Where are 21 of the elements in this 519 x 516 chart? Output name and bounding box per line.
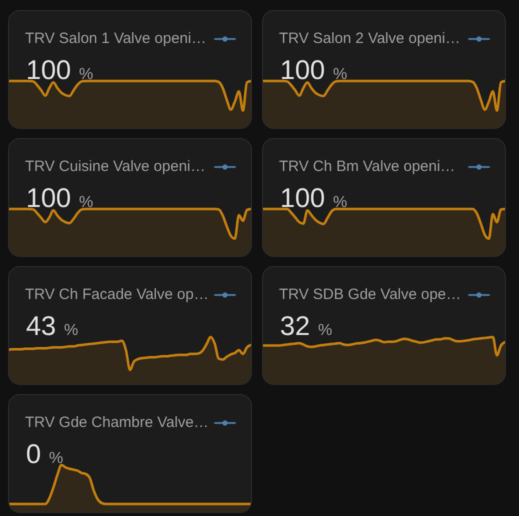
annotation: % — [49, 450, 64, 467]
chart-title: TRV SDB Gde Valve ope… — [279, 286, 462, 303]
annotation: % — [64, 322, 78, 339]
chart-title: TRV Ch Bm Valve openi… — [279, 158, 456, 175]
annotation: % — [79, 194, 94, 211]
annotation: 100 — [26, 55, 72, 85]
annotation: 100 — [280, 55, 326, 85]
annotation: 0 — [26, 439, 42, 469]
annotation: 100 — [26, 183, 72, 213]
annotation: 32 — [280, 311, 310, 341]
annotation: 100 — [280, 183, 326, 213]
annotation: % — [79, 66, 94, 83]
annotation: 43 — [26, 311, 56, 341]
chart-title: TRV Cuisine Valve openi… — [25, 158, 206, 175]
chart-title: TRV Salon 1 Valve openi… — [25, 30, 206, 47]
annotation: % — [318, 322, 332, 339]
annotation: % — [333, 194, 348, 211]
chart-title: TRV Ch Facade Valve op… — [25, 286, 209, 303]
chart-title: TRV Salon 2 Valve openi… — [279, 30, 460, 47]
annotation: % — [333, 66, 348, 83]
chart-title: TRV Gde Chambre Valve… — [25, 414, 209, 431]
